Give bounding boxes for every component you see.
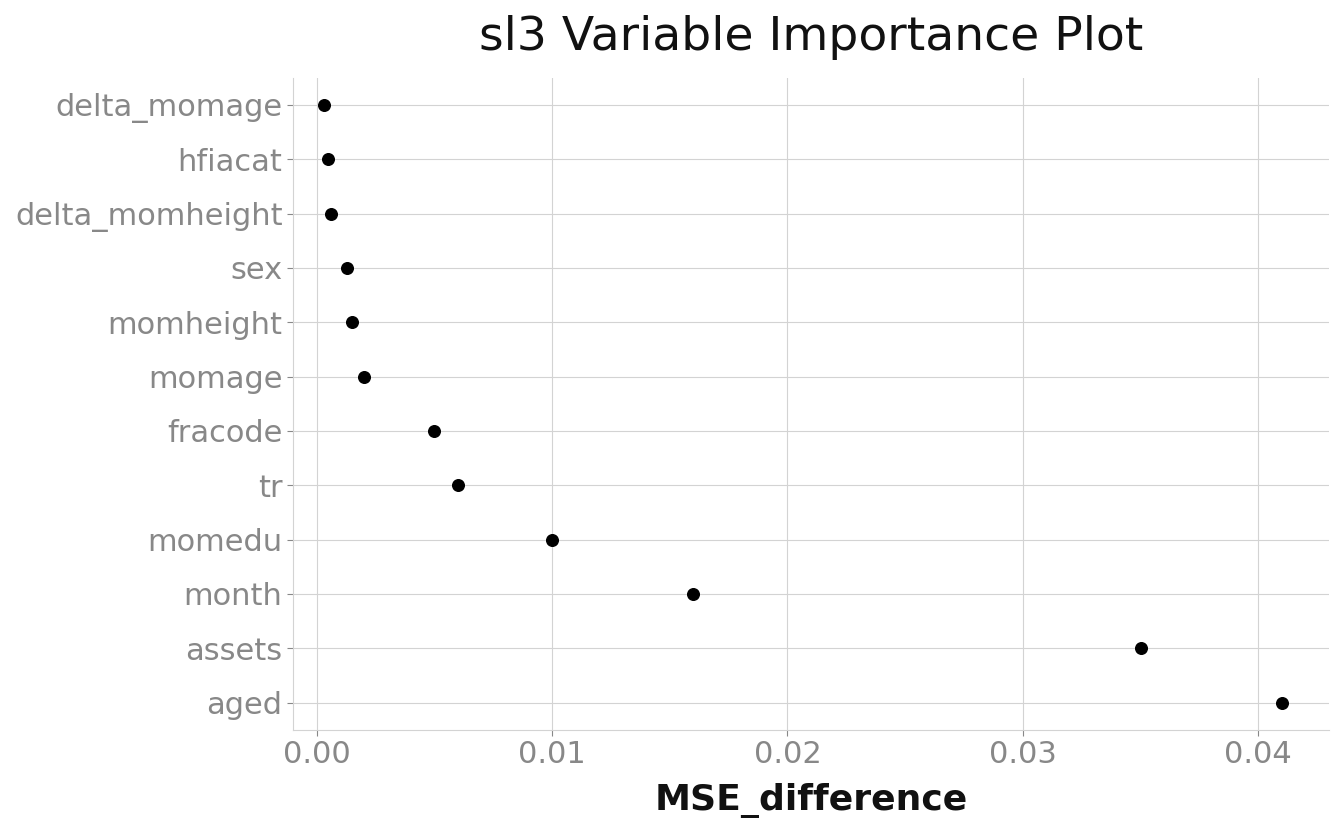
- Point: [353, 370, 375, 383]
- Point: [1271, 696, 1293, 709]
- Title: sl3 Variable Importance Plot: sl3 Variable Importance Plot: [478, 15, 1144, 60]
- Point: [336, 262, 358, 275]
- Point: [313, 98, 335, 112]
- Point: [317, 152, 339, 166]
- Point: [448, 479, 469, 492]
- Point: [423, 424, 445, 437]
- Point: [341, 316, 363, 329]
- Point: [542, 533, 563, 546]
- X-axis label: MSE_difference: MSE_difference: [655, 783, 968, 818]
- Point: [683, 587, 704, 601]
- Point: [320, 207, 341, 220]
- Point: [1130, 641, 1152, 655]
